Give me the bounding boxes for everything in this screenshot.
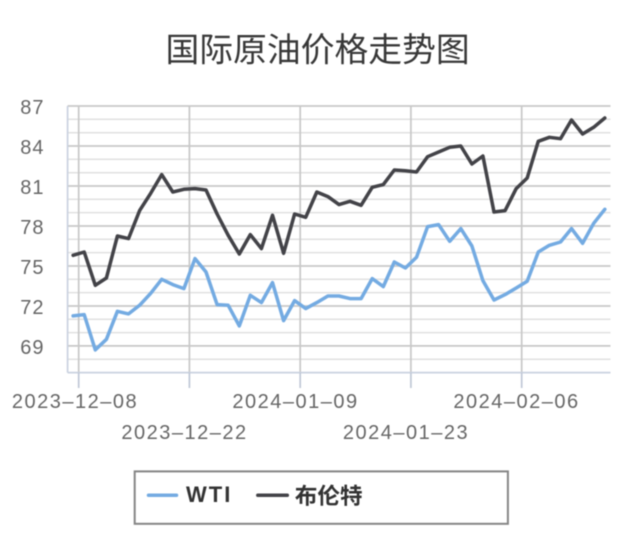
svg-text:2024–01–23: 2024–01–23 xyxy=(343,422,469,444)
svg-text:78: 78 xyxy=(20,217,44,239)
svg-text:75: 75 xyxy=(20,257,44,279)
svg-text:84: 84 xyxy=(20,137,44,159)
svg-text:72: 72 xyxy=(20,297,44,319)
svg-text:87: 87 xyxy=(20,97,44,119)
svg-text:WTI: WTI xyxy=(186,482,232,507)
svg-text:2024–02–06: 2024–02–06 xyxy=(453,391,579,413)
svg-text:2024–01–09: 2024–01–09 xyxy=(232,391,358,413)
svg-text:69: 69 xyxy=(20,337,44,359)
svg-text:2023–12–22: 2023–12–22 xyxy=(121,422,247,444)
svg-text:2023–12–08: 2023–12–08 xyxy=(12,391,138,413)
svg-text:81: 81 xyxy=(20,177,44,199)
